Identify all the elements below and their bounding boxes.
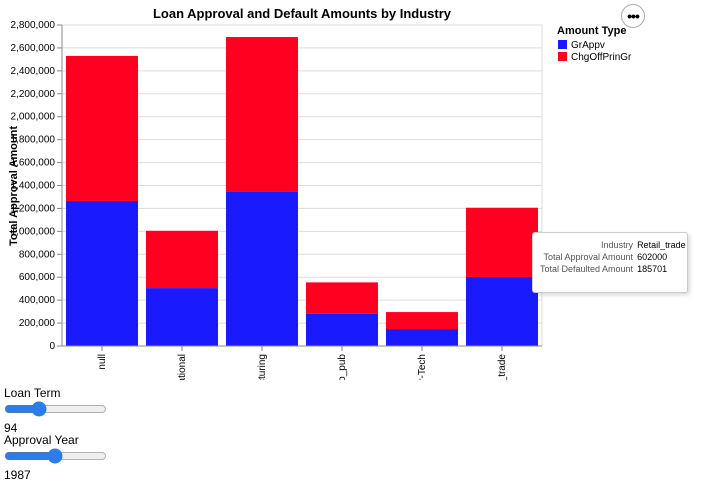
- bar-segment[interactable]: [146, 230, 218, 289]
- tooltip-row: Total Approval Amount 602000: [540, 251, 686, 263]
- y-tick-label: 1,000,000: [11, 226, 56, 237]
- y-axis: 0 200,000 400,000 600,000 800,000 1,000,000 1,…: [11, 20, 63, 352]
- x-tick-label: car-Tech: [417, 354, 428, 380]
- tooltip-row: Industry Retail_trade: [540, 239, 686, 251]
- tooltip: Industry Retail_trade Total Approval Amo…: [532, 232, 688, 293]
- chart-title: Loan Approval and Default Amounts by Ind…: [153, 6, 452, 21]
- stacked-bar-chart: Loan Approval and Default Amounts by Ind…: [8, 6, 632, 380]
- loan-term-label: Loan Term: [4, 386, 61, 400]
- x-tick-label: null: [97, 354, 108, 370]
- tooltip-table: Industry Retail_trade Total Approval Amo…: [540, 239, 686, 275]
- tooltip-row: Total Defaulted Amount 185701: [540, 263, 686, 275]
- actions-menu-button[interactable]: •••: [621, 4, 645, 28]
- approval-year-slider[interactable]: [4, 449, 107, 463]
- bar-segment[interactable]: [226, 37, 298, 192]
- y-tick-label: 1,600,000: [11, 158, 56, 169]
- y-tick-label: 200,000: [19, 318, 56, 329]
- bar-segment[interactable]: [386, 329, 458, 346]
- loan-term-control: Loan Term 94: [4, 386, 107, 435]
- legend-entry: ChgOffPrinGr: [571, 52, 632, 63]
- more-icon: •••: [627, 8, 640, 24]
- tooltip-key: Total Defaulted Amount: [540, 264, 634, 274]
- x-axis: null cational acturing no_pub car-Tech il_tra…: [62, 345, 542, 380]
- approval-year-value: 1987: [4, 468, 31, 482]
- bar-segment[interactable]: [466, 276, 538, 346]
- tooltip-value: 185701: [637, 264, 668, 274]
- legend-swatch: [558, 52, 567, 61]
- bar-segment[interactable]: [386, 312, 458, 330]
- approval-year-label: Approval Year: [4, 433, 79, 447]
- gridlines: [61, 24, 543, 347]
- bar-segment[interactable]: [66, 55, 138, 201]
- y-tick-label: 400,000: [19, 295, 56, 306]
- tooltip-key: Industry: [601, 240, 634, 250]
- legend-title: Amount Type: [557, 25, 626, 37]
- bars[interactable]: [66, 37, 538, 346]
- y-tick-label: 2,200,000: [11, 89, 56, 100]
- bar-segment[interactable]: [146, 288, 218, 346]
- x-tick-label: cational: [177, 354, 188, 380]
- bar-segment[interactable]: [466, 207, 538, 277]
- legend-swatch: [558, 40, 567, 49]
- y-axis-title: Total Approval Amount: [8, 126, 20, 246]
- y-tick-label: 800,000: [19, 249, 56, 260]
- y-tick-label: 0: [49, 341, 55, 352]
- y-tick-label: 2,000,000: [11, 112, 56, 123]
- tooltip-value: Retail_trade: [637, 240, 686, 250]
- tooltip-value: 602000: [637, 252, 668, 262]
- bar-segment[interactable]: [306, 313, 378, 346]
- loan-term-slider[interactable]: [4, 402, 107, 416]
- y-tick-label: 1,400,000: [11, 181, 56, 192]
- legend-entry: GrAppv: [571, 40, 605, 51]
- loan-term-value: 94: [4, 421, 18, 435]
- y-tick-label: 2,600,000: [11, 43, 56, 54]
- x-tick-label: il_trade: [497, 354, 508, 380]
- y-tick-label: 1,200,000: [11, 203, 56, 214]
- bar-segment[interactable]: [306, 282, 378, 314]
- y-tick-label: 2,400,000: [11, 66, 56, 77]
- tooltip-key: Total Approval Amount: [543, 252, 634, 262]
- approval-year-control: Approval Year 1987: [4, 433, 107, 482]
- bar-segment[interactable]: [226, 191, 298, 346]
- x-tick-label: no_pub: [337, 354, 348, 380]
- y-tick-label: 600,000: [19, 272, 56, 283]
- y-tick-label: 2,800,000: [11, 20, 56, 31]
- x-tick-label: acturing: [257, 354, 268, 380]
- bar-segment[interactable]: [66, 200, 138, 346]
- y-tick-label: 1,800,000: [11, 135, 56, 146]
